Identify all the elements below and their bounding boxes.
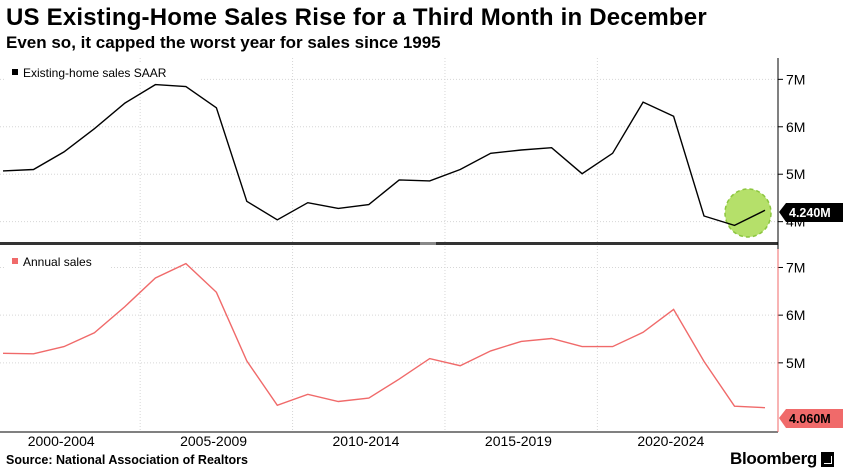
top-legend-swatch xyxy=(12,69,18,75)
bottom-y-axis: 5M 6M 7M xyxy=(778,259,805,371)
top-panel-grid xyxy=(0,58,778,243)
y-tick-label: 7M xyxy=(786,259,805,275)
top-last-value: 4.240M xyxy=(789,206,831,220)
chart-title: US Existing-Home Sales Rise for a Third … xyxy=(6,4,707,31)
bottom-last-value: 4.060M xyxy=(789,412,831,426)
terminal-icon xyxy=(821,452,834,467)
panel-divider xyxy=(0,242,778,245)
y-tick-label: 5M xyxy=(786,166,805,182)
bottom-series-line xyxy=(2,262,766,409)
y-tick-label: 6M xyxy=(786,119,805,135)
top-last-value-callout: 4.240M xyxy=(779,203,843,222)
bottom-panel-grid xyxy=(0,246,778,432)
chart-subtitle: Even so, it capped the worst year for sa… xyxy=(6,33,441,52)
x-axis-labels: 2000-2004 2005-2009 2010-2014 2015-2019 2020… xyxy=(28,433,705,449)
x-tick-label: 2015-2019 xyxy=(485,433,552,449)
brand-logo: Bloomberg xyxy=(729,449,817,468)
bottom-last-value-callout: 4.060M xyxy=(779,409,843,428)
highlight-circle xyxy=(724,188,772,238)
bottom-legend-swatch xyxy=(12,258,18,264)
source-note: Source: National Association of Realtors xyxy=(6,453,248,467)
y-tick-label: 7M xyxy=(786,71,805,87)
y-tick-label: 6M xyxy=(786,307,805,323)
y-tick-label: 5M xyxy=(786,355,805,371)
top-legend-box xyxy=(5,62,200,82)
bottom-legend-label: Annual sales xyxy=(23,255,92,269)
top-series-line xyxy=(2,83,766,227)
bottom-legend-box xyxy=(5,251,110,271)
divider-handle[interactable] xyxy=(420,242,436,245)
top-legend-label: Existing-home sales SAAR xyxy=(23,66,167,80)
x-tick-label: 2010-2014 xyxy=(333,433,400,449)
x-tick-label: 2005-2009 xyxy=(180,433,247,449)
x-tick-label: 2020-2024 xyxy=(637,433,704,449)
x-tick-label: 2000-2004 xyxy=(28,433,95,449)
